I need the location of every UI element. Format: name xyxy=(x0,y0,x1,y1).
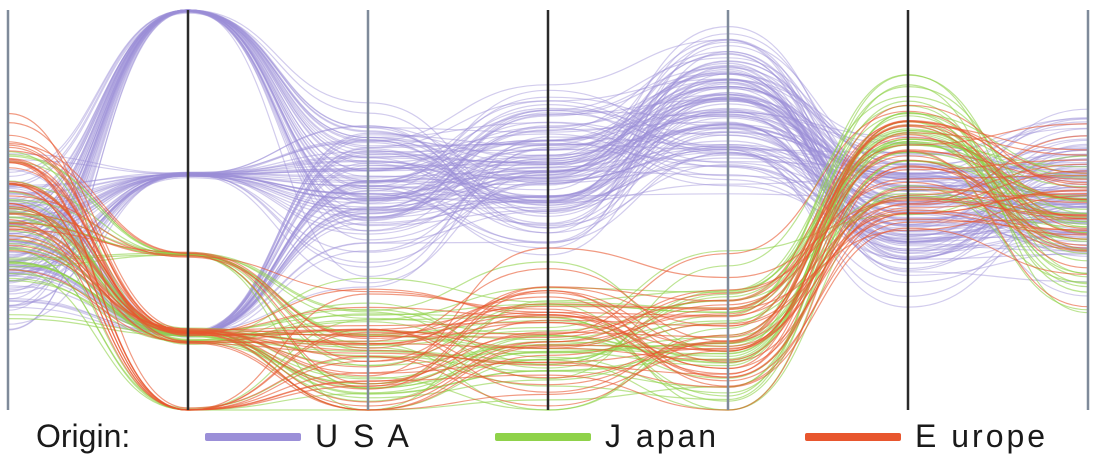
legend-label-usa: U S A xyxy=(315,418,412,454)
polyline xyxy=(7,9,1089,259)
polyline xyxy=(7,9,1089,277)
polyline xyxy=(7,9,1089,270)
polyline xyxy=(7,84,1089,353)
legend-label-europe: E urope xyxy=(915,418,1049,454)
polyline xyxy=(7,10,1089,266)
polyline xyxy=(7,10,1089,258)
polyline xyxy=(7,78,1089,238)
polyline xyxy=(7,9,1089,196)
polyline xyxy=(7,11,1089,311)
legend-title: Origin: xyxy=(36,418,131,454)
polyline xyxy=(7,9,1089,282)
polyline xyxy=(7,9,1089,331)
polyline xyxy=(7,10,1089,264)
polyline xyxy=(7,9,1089,204)
polyline xyxy=(7,9,1089,235)
axes-group xyxy=(6,10,1090,410)
legend-swatch-japan xyxy=(495,433,591,441)
legend-swatch-europe xyxy=(805,433,901,441)
polyline xyxy=(7,182,1089,411)
polyline xyxy=(7,9,1089,224)
polyline xyxy=(7,125,1089,344)
polyline xyxy=(7,9,1089,228)
polyline xyxy=(7,11,1089,272)
legend-swatch-usa xyxy=(205,433,301,441)
legend: Origin: U S A J apan E urope xyxy=(0,412,1095,456)
legend-label-japan: J apan xyxy=(605,418,720,454)
polyline xyxy=(7,122,1089,377)
polyline xyxy=(7,9,1089,293)
polyline xyxy=(7,39,1089,259)
